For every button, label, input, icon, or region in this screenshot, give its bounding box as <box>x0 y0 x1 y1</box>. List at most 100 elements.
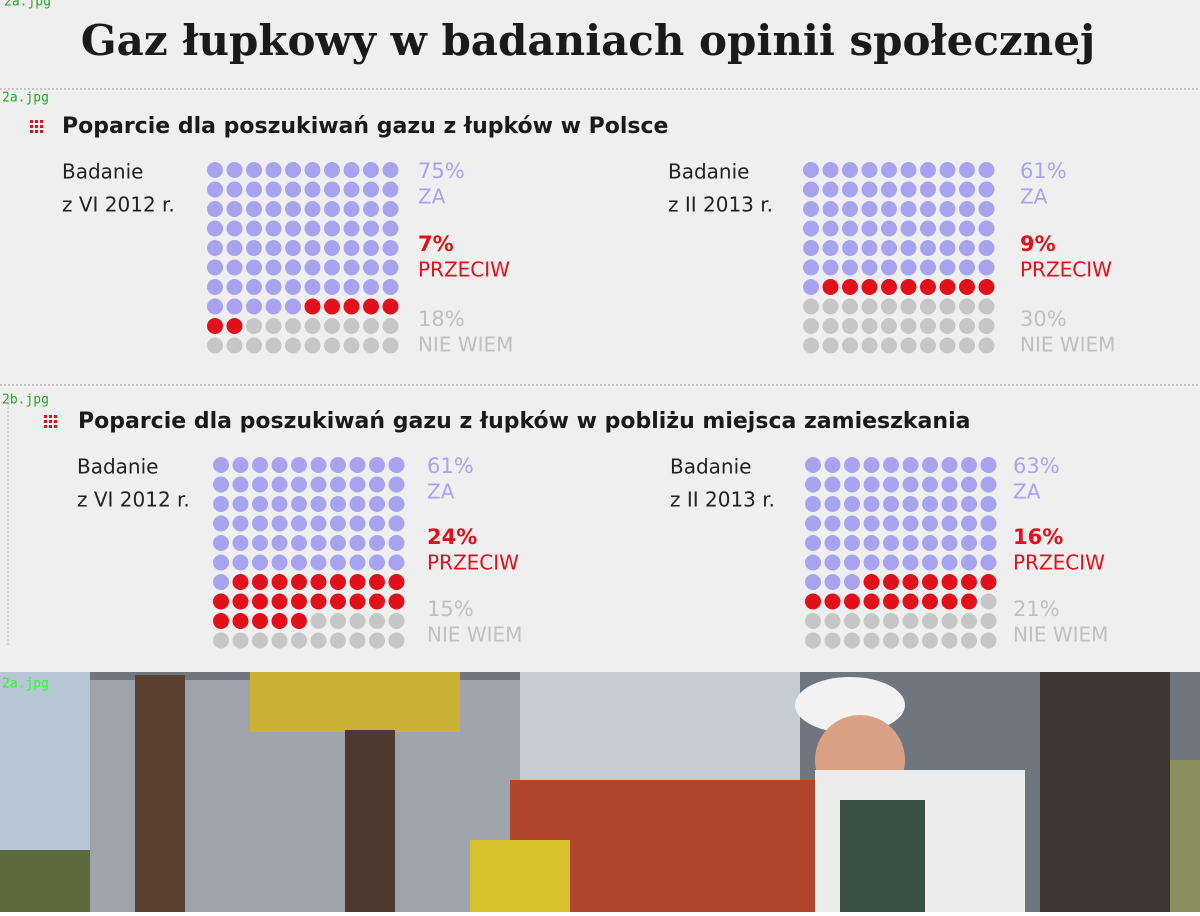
waffle-dot <box>330 613 346 629</box>
waffle-dot <box>959 279 975 295</box>
waffle-dot <box>822 201 839 217</box>
section-icon <box>49 425 52 428</box>
waffle-dot <box>922 632 938 649</box>
section-icon <box>49 420 52 423</box>
waffle-dot <box>285 279 301 295</box>
waffle-dot <box>343 337 360 354</box>
value-label: 9% <box>1020 232 1056 256</box>
waffle-dot <box>226 220 243 237</box>
waffle-dot <box>246 298 262 315</box>
waffle-dot <box>388 457 405 473</box>
waffle-dot <box>805 613 821 629</box>
waffle-dot <box>883 574 899 590</box>
waffle-dot <box>961 476 977 493</box>
waffle-dot <box>310 496 327 512</box>
chart-label: Badanie <box>668 160 749 184</box>
waffle-dot <box>844 554 860 571</box>
waffle-dot <box>805 496 821 512</box>
waffle-dot <box>978 240 995 256</box>
waffle-dot <box>363 298 379 315</box>
waffle-dot <box>939 201 956 217</box>
waffle-dot <box>941 554 958 571</box>
waffle-dot <box>388 574 405 590</box>
waffle-dot <box>265 240 282 256</box>
chart-label: z VI 2012 r. <box>77 488 190 512</box>
value-label: 61% <box>1020 159 1067 183</box>
waffle-dot <box>382 181 399 198</box>
waffle-dot <box>232 554 249 571</box>
value-label: 21% <box>1013 597 1060 621</box>
waffle-dot <box>863 613 880 629</box>
waffle-dot <box>349 613 366 629</box>
waffle-dot <box>349 593 366 610</box>
waffle-dot <box>961 535 977 551</box>
waffle-dot <box>900 240 917 256</box>
waffle-dot <box>330 476 346 493</box>
waffle-dot <box>213 457 229 473</box>
waffle-dot <box>959 337 975 354</box>
waffle-dot <box>330 496 346 512</box>
waffle-dot <box>881 298 897 315</box>
waffle-dot <box>246 220 262 237</box>
waffle-dot <box>805 632 821 649</box>
waffle-dot <box>863 554 880 571</box>
title: Gaz łupkowy w badaniach opinii społeczne… <box>81 16 1095 65</box>
waffle-dot <box>959 240 975 256</box>
value-label: 16% <box>1013 525 1063 549</box>
waffle-dot <box>271 574 288 590</box>
waffle-dot <box>961 457 977 473</box>
waffle-dot <box>207 220 223 237</box>
waffle-dot <box>803 240 819 256</box>
waffle-dot <box>939 279 956 295</box>
waffle-dot <box>941 496 958 512</box>
waffle-dot <box>252 593 268 610</box>
section-icon <box>35 130 38 133</box>
waffle-dot <box>330 593 346 610</box>
waffle-dot <box>369 457 385 473</box>
value-label: 61% <box>427 454 474 478</box>
waffle-dot <box>265 220 282 237</box>
waffle-dot <box>939 162 956 178</box>
waffle-dot <box>310 515 327 532</box>
waffle-dot <box>304 279 321 295</box>
category-label: PRZECIW <box>1020 258 1112 282</box>
waffle-dot <box>324 318 340 334</box>
waffle-dot <box>369 613 385 629</box>
waffle-dot <box>920 279 936 295</box>
waffle-dot <box>349 515 366 532</box>
waffle-dot <box>883 515 899 532</box>
waffle-dot <box>369 632 385 649</box>
waffle-dot <box>861 279 878 295</box>
waffle-dot <box>863 496 880 512</box>
waffle-dot <box>941 574 958 590</box>
waffle-dot <box>920 162 936 178</box>
waffle-dot <box>920 337 936 354</box>
waffle-dot <box>271 554 288 571</box>
waffle-dot <box>881 220 897 237</box>
waffle-dot <box>252 632 268 649</box>
waffle-dot <box>883 613 899 629</box>
waffle-dot <box>343 259 360 276</box>
section-icon <box>40 120 43 123</box>
waffle-dot <box>226 298 243 315</box>
waffle-dot <box>978 162 995 178</box>
waffle-dot <box>922 593 938 610</box>
waffle-dot <box>226 259 243 276</box>
waffle-dot <box>980 632 997 649</box>
waffle-dot <box>959 298 975 315</box>
waffle-dot <box>961 515 977 532</box>
waffle-dot <box>207 259 223 276</box>
waffle-dot <box>291 613 307 629</box>
waffle-dot <box>861 201 878 217</box>
waffle-dot <box>961 613 977 629</box>
waffle-dot <box>803 201 819 217</box>
waffle-dot <box>310 613 327 629</box>
waffle-dot <box>881 162 897 178</box>
waffle-dot <box>291 554 307 571</box>
waffle-dot <box>902 496 919 512</box>
waffle-dot <box>388 476 405 493</box>
waffle-dot <box>252 554 268 571</box>
waffle-dot <box>863 574 880 590</box>
waffle-dot <box>271 593 288 610</box>
waffle-dot <box>291 496 307 512</box>
